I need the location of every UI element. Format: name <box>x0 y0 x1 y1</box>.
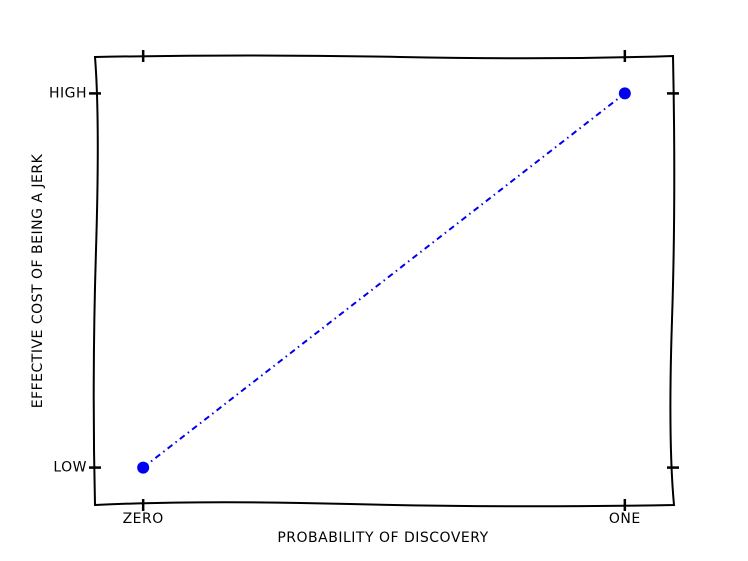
y-tick-label: HIGH <box>49 85 87 101</box>
plot-frame <box>92 54 676 508</box>
data-line <box>142 92 626 469</box>
y-axis-label: EFFECTIVE COST OF BEING A JERK <box>30 153 46 408</box>
data-point <box>618 87 631 100</box>
x-tick-label: ONE <box>609 511 641 527</box>
x-axis-label: PROBABILITY OF DISCOVERY <box>277 530 488 546</box>
data-point <box>137 461 150 474</box>
x-tick-label: ZERO <box>123 511 164 527</box>
y-tick-label: LOW <box>53 460 87 476</box>
